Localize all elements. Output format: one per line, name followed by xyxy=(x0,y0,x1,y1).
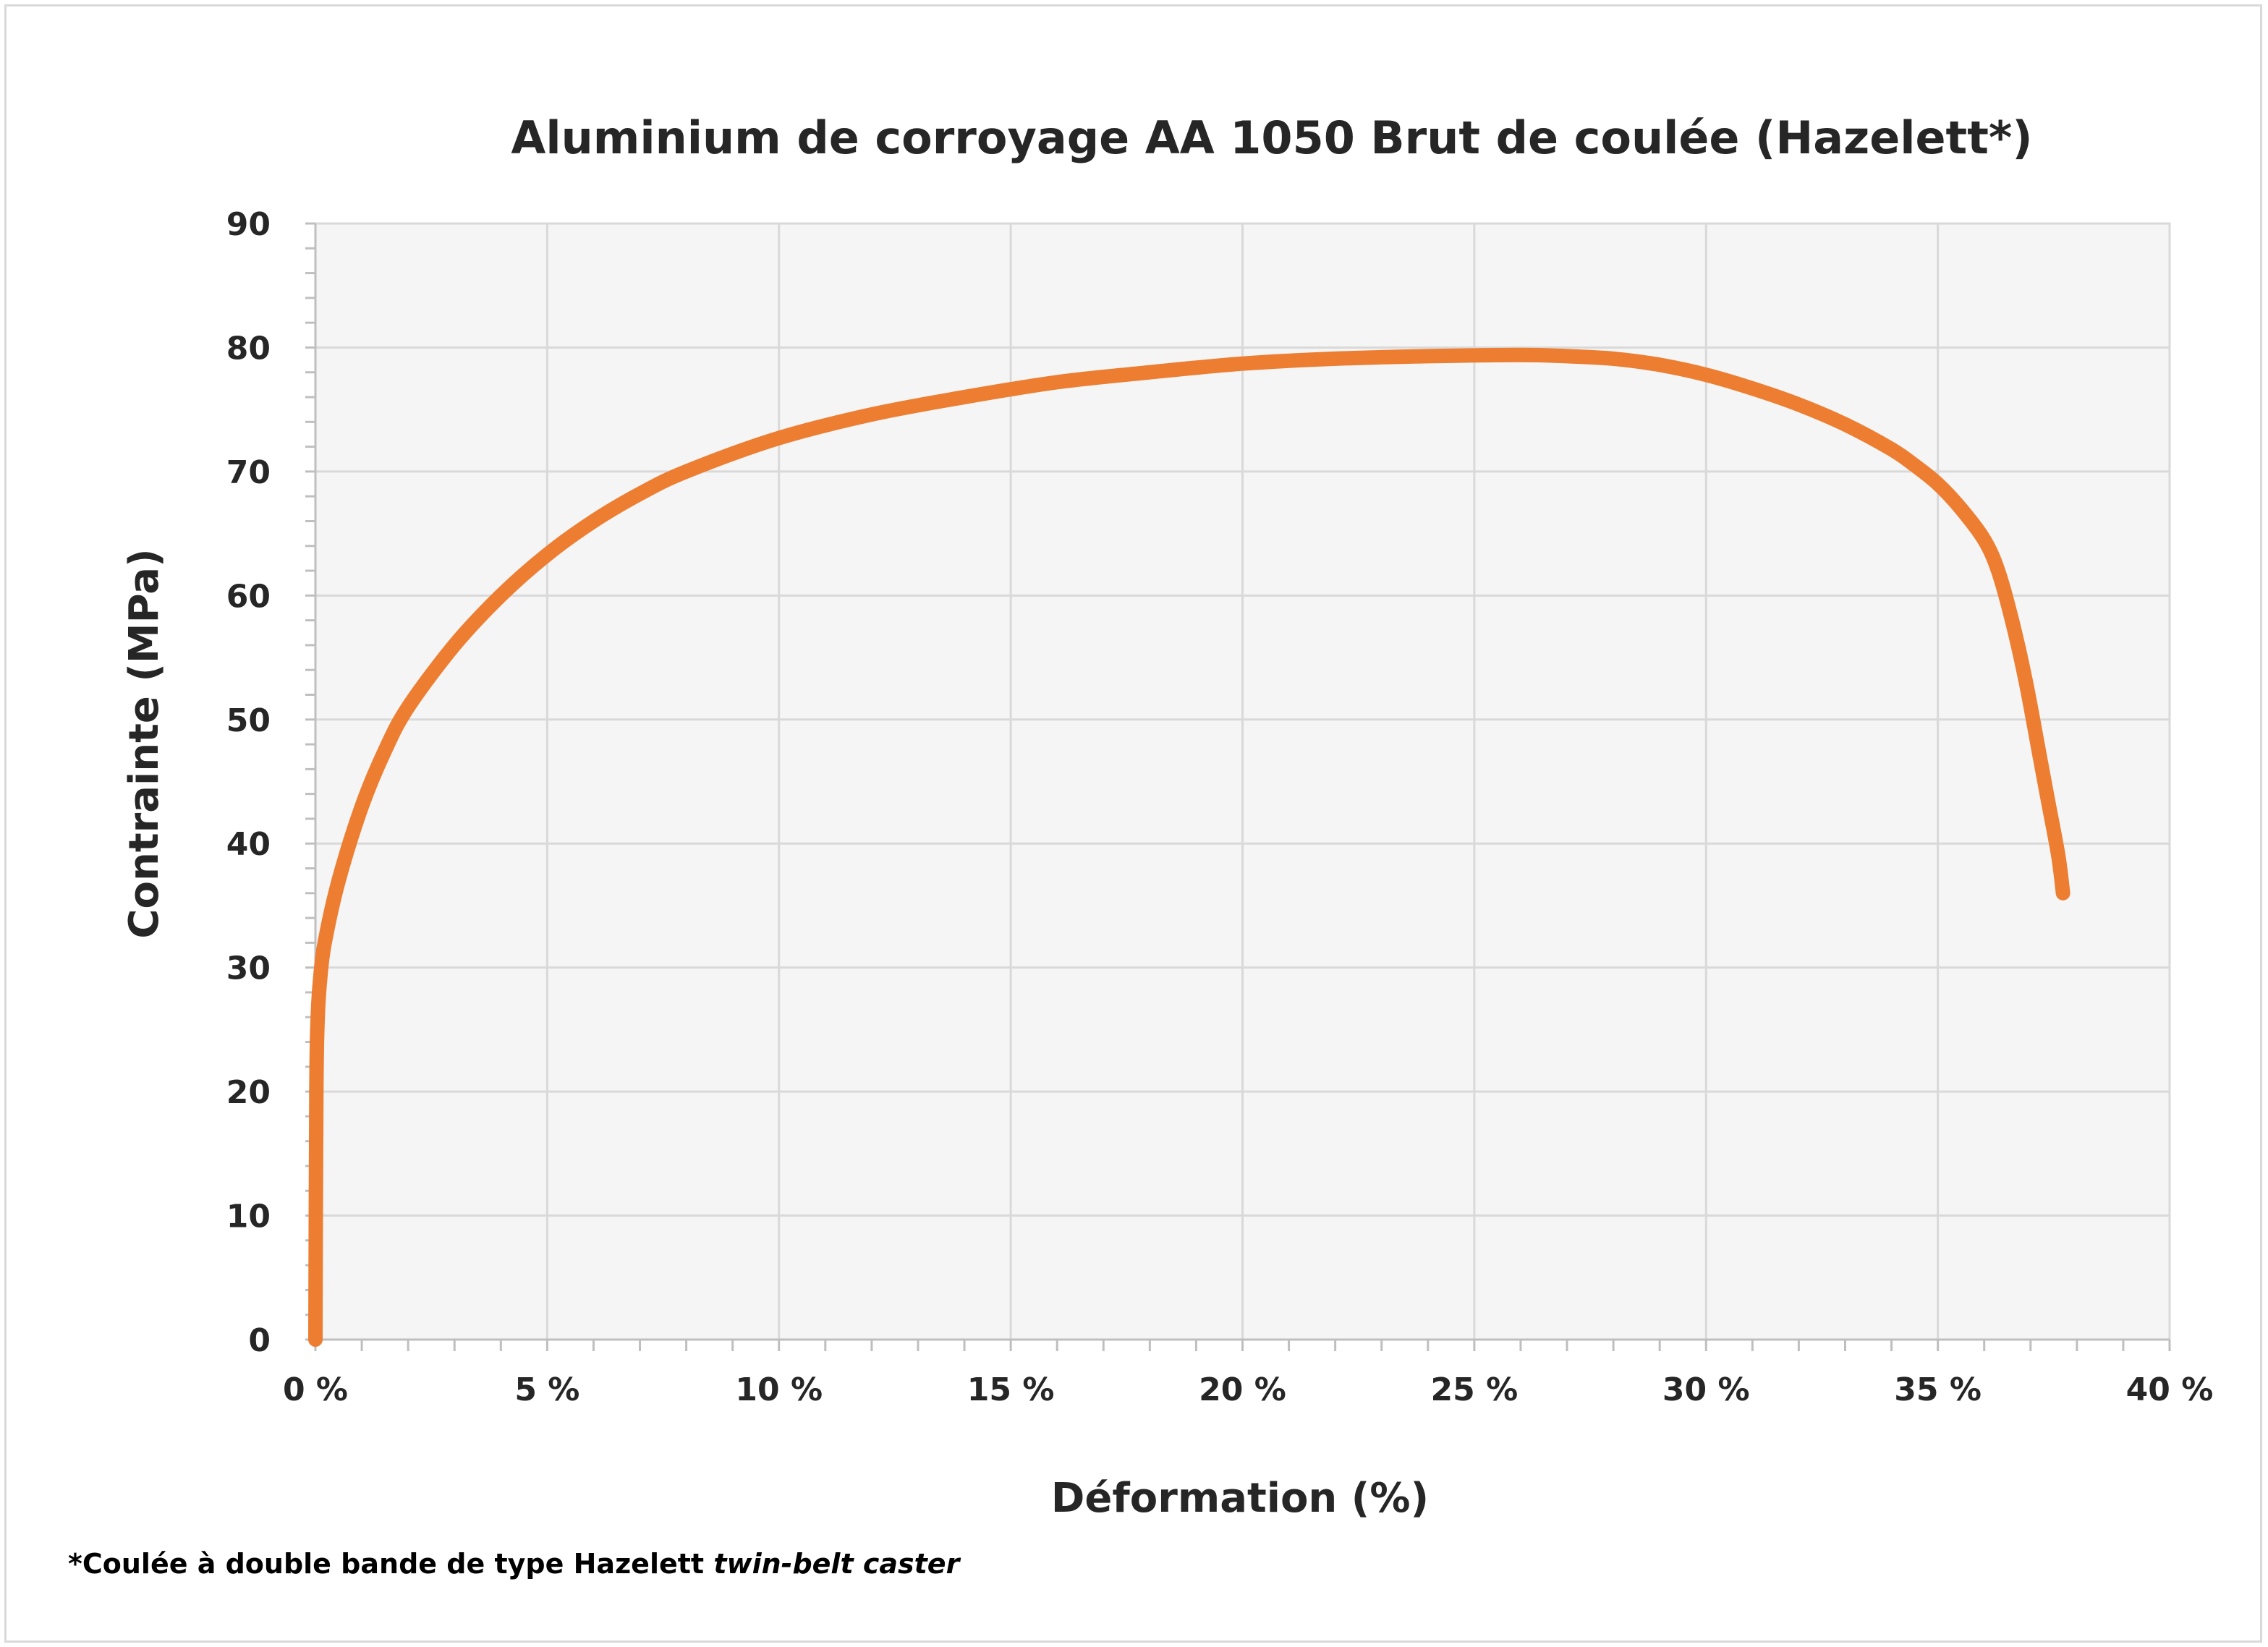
y-tick-label: 60 xyxy=(226,578,271,615)
chart-title: Aluminium de corroyage AA 1050 Brut de c… xyxy=(511,111,2032,164)
x-tick-label: 20 % xyxy=(1199,1371,1286,1408)
y-tick-label: 30 xyxy=(226,950,271,987)
y-tick-label: 20 xyxy=(226,1074,271,1111)
tick-labels: 0 10 20 30 40 50 60 70 80 90 0 % 5 % 10 % 15 % 20 % 25 … xyxy=(226,206,2214,1408)
footnote-text: *Coulée à double bande de type Hazelett xyxy=(68,1548,714,1580)
x-tick-label: 15 % xyxy=(967,1371,1055,1408)
x-tick-label: 5 % xyxy=(514,1371,579,1408)
x-tick-label: 10 % xyxy=(735,1371,823,1408)
y-tick-label: 70 xyxy=(226,454,271,491)
y-axis-title: Contrainte (MPa) xyxy=(121,548,168,938)
y-tick-label: 0 xyxy=(248,1322,271,1359)
x-axis-title: Déformation (%) xyxy=(1051,1475,1429,1522)
y-tick-label: 90 xyxy=(226,206,271,243)
x-tick-label: 40 % xyxy=(2126,1371,2214,1408)
y-tick-label: 50 xyxy=(226,702,271,739)
x-tick-label: 30 % xyxy=(1662,1371,1750,1408)
y-tick-label: 40 xyxy=(226,826,271,863)
footnote-italic: twin-belt caster xyxy=(713,1548,960,1580)
x-tick-label: 0 % xyxy=(283,1371,348,1408)
x-tick-label: 25 % xyxy=(1431,1371,1519,1408)
x-tick-label: 35 % xyxy=(1894,1371,1982,1408)
y-tick-label: 10 xyxy=(226,1199,271,1235)
grid xyxy=(315,222,2171,1340)
footnote: *Coulée à double bande de type Hazelett … xyxy=(68,1548,959,1580)
y-tick-label: 80 xyxy=(226,330,271,367)
series-layer xyxy=(308,347,2070,1347)
series-line xyxy=(308,347,2070,1347)
